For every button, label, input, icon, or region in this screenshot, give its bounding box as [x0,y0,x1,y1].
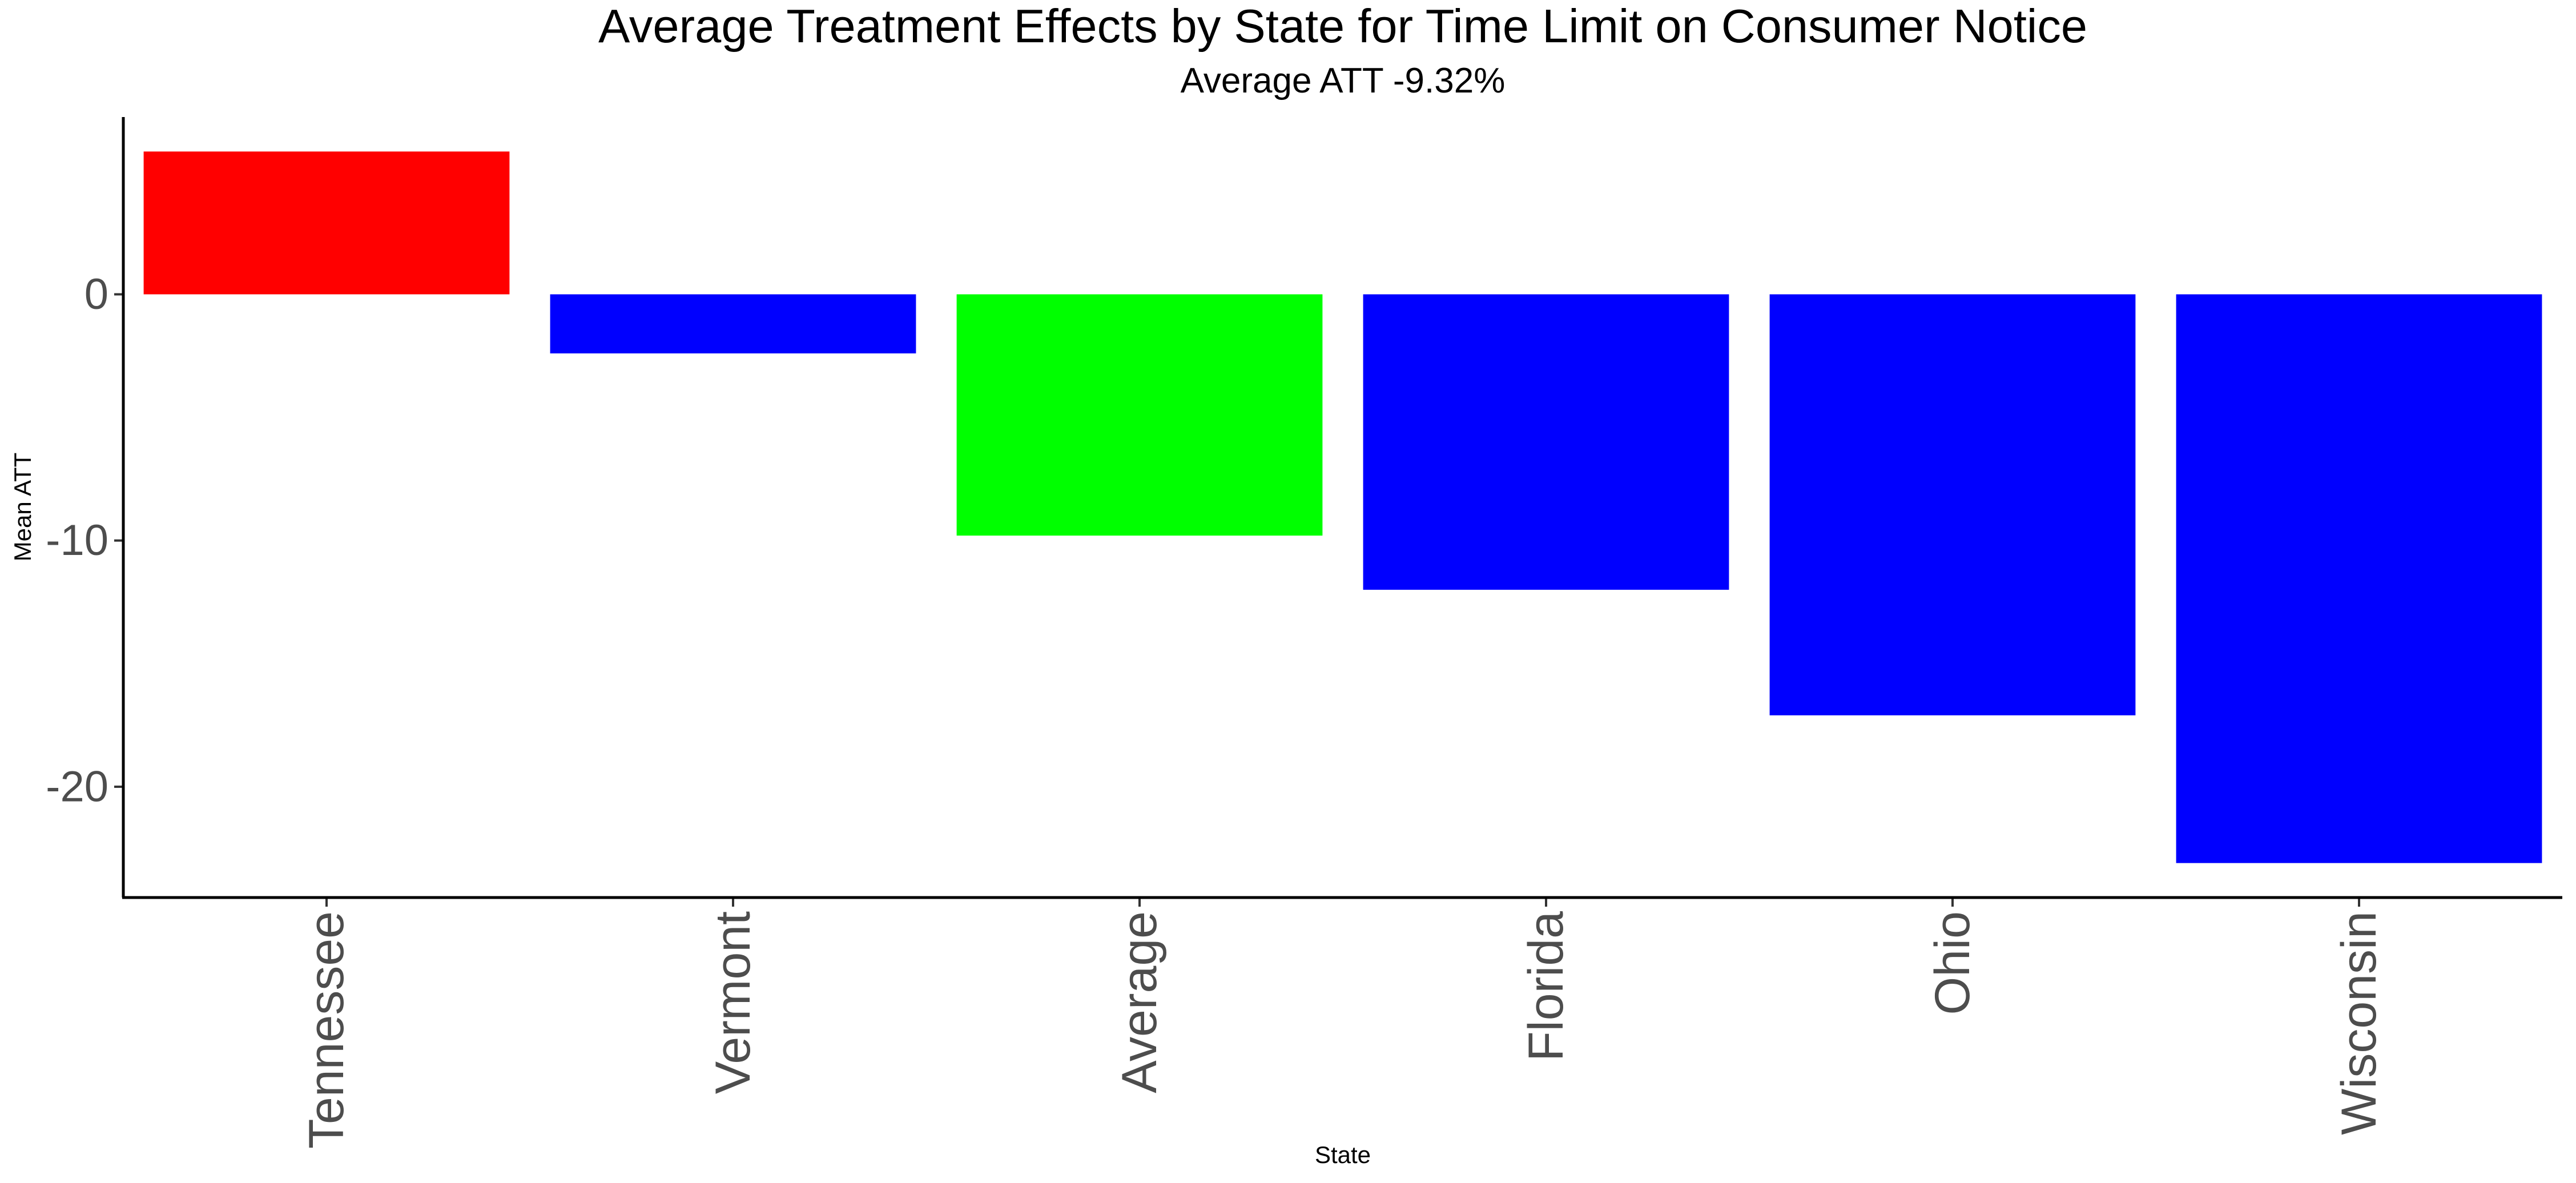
bar-florida [1363,294,1729,590]
chart-subtitle: Average ATT -9.32% [1181,61,1506,100]
bar-vermont [550,294,916,353]
y-ticks-group: 0 -10 -20 [46,270,123,811]
chart-title: Average Treatment Effects by State for T… [598,0,2087,53]
y-axis-title: Mean ATT [9,453,36,562]
x-tick-label: Vermont [706,911,760,1094]
bar-tennessee [143,151,510,295]
x-tick-label: Wisconsin [2332,911,2386,1135]
x-ticks-group: Tennessee Vermont Average Florida Ohio Wiscon… [299,898,2386,1149]
x-axis-title: State [1315,1141,1371,1168]
y-tick-label: -20 [46,762,108,811]
bars-group [143,151,2542,863]
bar-wisconsin [2176,294,2542,863]
bar-ohio [1769,294,2136,715]
x-tick-label: Average [1112,911,1167,1093]
x-tick-label: Tennessee [299,911,354,1149]
x-tick-label: Florida [1519,911,1573,1061]
x-tick-label: Ohio [1925,911,1980,1015]
y-tick-label: 0 [84,270,108,319]
bar-average [956,294,1323,536]
y-tick-label: -10 [46,516,108,565]
